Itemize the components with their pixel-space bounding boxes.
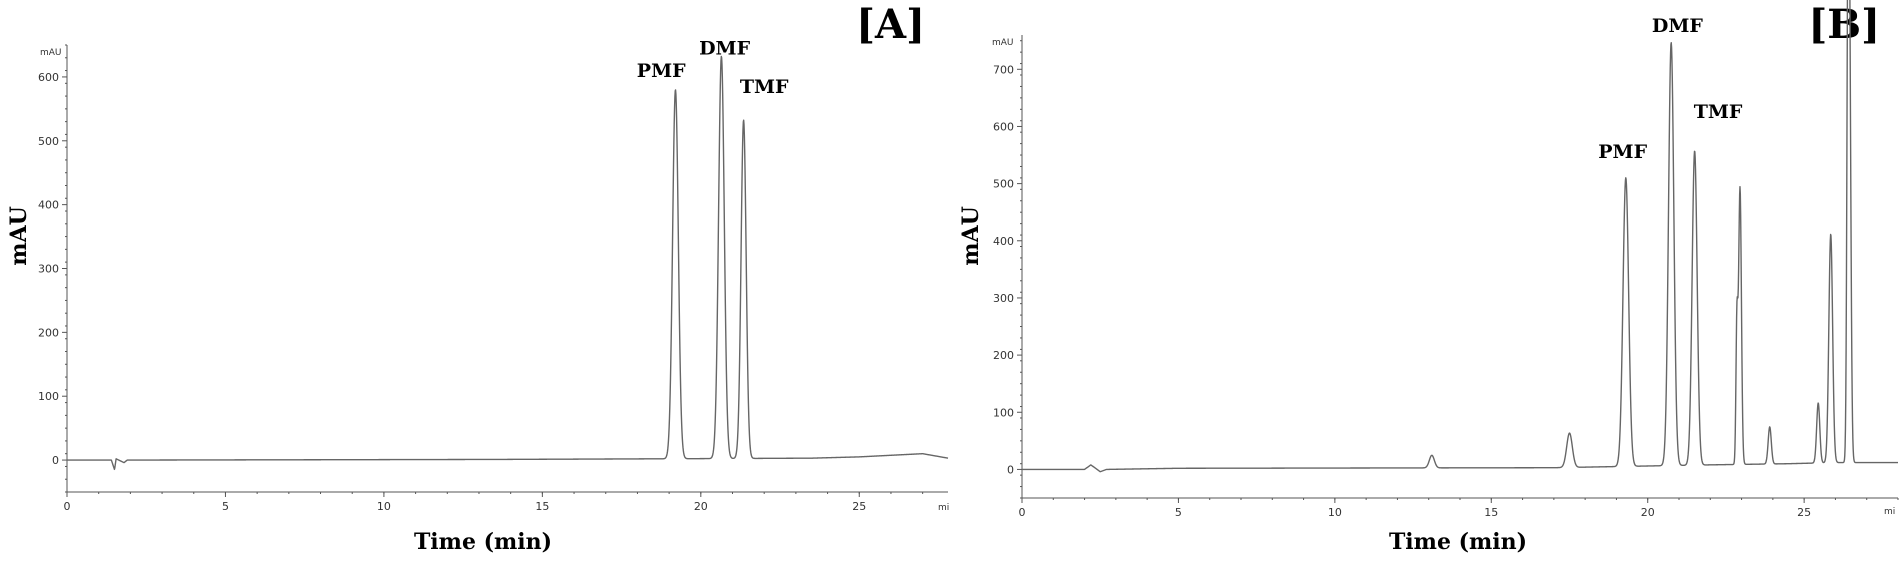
peak-label-tmf-b: TMF [1694, 101, 1743, 123]
x-tick-label-a: 5 [222, 500, 229, 513]
chromatogram-panel-a: [A] mAU Time (min) mAU mi 01002003004005… [6, 1, 949, 555]
y-tick-label-a: 500 [38, 135, 59, 148]
peak-label-pmf-b: PMF [1598, 141, 1647, 163]
peak-label-dmf-b: DMF [1652, 15, 1704, 37]
panel-label-b: [B] [1808, 1, 1880, 48]
y-tick-label-b: 0 [1007, 463, 1014, 476]
x-tick-label-b: 5 [1175, 506, 1182, 519]
chromatogram-trace-b [1021, 0, 1899, 473]
chromatogram-trace-a [66, 55, 949, 471]
x-axis-label-a: Time (min) [414, 529, 552, 555]
x-tick-label-a: 10 [377, 500, 391, 513]
y-tick-label-a: 400 [38, 199, 59, 212]
x-tick-label-a: 25 [852, 500, 866, 513]
x-tick-label-b: 10 [1328, 506, 1342, 519]
x-tick-label-b: 0 [1019, 506, 1026, 519]
x-tick-label-a: 15 [535, 500, 549, 513]
x-axis-label-b: Time (min) [1389, 529, 1527, 555]
x-tick-label-b: 20 [1641, 506, 1655, 519]
y-tick-label-b: 500 [993, 178, 1014, 191]
y-unit-label-b: mAU [992, 38, 1014, 48]
x-tick-label-a: 0 [64, 500, 71, 513]
peak-label-pmf-a: PMF [637, 60, 686, 82]
y-tick-label-a: 600 [38, 71, 59, 84]
peak-label-dmf-a: DMF [699, 38, 751, 60]
y-tick-label-b: 100 [993, 406, 1014, 419]
chromatogram-panel-b: [B] mAU Time (min) mAU mi 01002003004005… [958, 0, 1899, 555]
y-tick-label-b: 200 [993, 349, 1014, 362]
y-tick-label-a: 300 [38, 263, 59, 276]
x-tick-label-b: 25 [1797, 506, 1811, 519]
x-tick-label-b: 15 [1484, 506, 1498, 519]
x-unit-label-b: mi [1884, 507, 1895, 517]
y-tick-label-b: 700 [993, 63, 1014, 76]
y-axis-label-a: mAU [6, 206, 32, 266]
y-tick-label-b: 600 [993, 120, 1014, 133]
y-axis-label-b: mAU [958, 206, 984, 266]
y-tick-label-b: 300 [993, 292, 1014, 305]
y-tick-label-a: 200 [38, 326, 59, 339]
y-tick-label-a: 100 [38, 390, 59, 403]
peak-label-tmf-a: TMF [740, 76, 789, 98]
x-tick-label-a: 20 [694, 500, 708, 513]
x-unit-label-a: mi [938, 503, 949, 513]
y-tick-label-a: 0 [52, 454, 59, 467]
panel-label-a: [A] [856, 1, 925, 48]
y-unit-label-a: mAU [40, 48, 62, 58]
y-tick-label-b: 400 [993, 235, 1014, 248]
